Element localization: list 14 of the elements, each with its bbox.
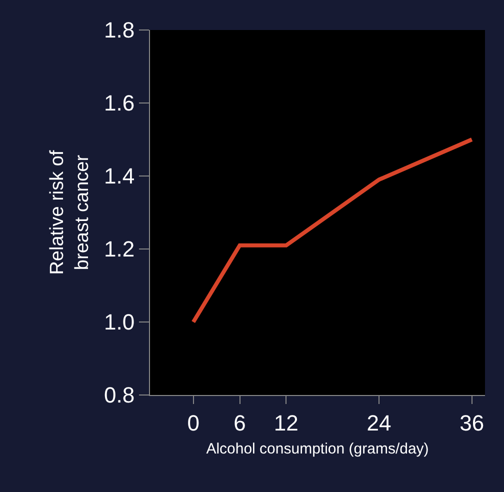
x-tick-label: 24 (366, 410, 392, 436)
x-axis-title: Alcohol consumption (grams/day) (206, 440, 429, 458)
y-axis-title: Relative risk of breast cancer (47, 149, 93, 275)
y-tick-label: 1.4 (104, 164, 135, 189)
line-series (191, 138, 474, 324)
x-tick-label: 36 (460, 410, 484, 436)
y-tick-label: 0.8 (104, 382, 135, 408)
x-tick-label: 0 (187, 410, 200, 436)
y-tick-label: 1.8 (104, 18, 135, 43)
x-tick-label: 12 (274, 410, 298, 436)
y-tick-label: 1.0 (104, 310, 135, 335)
x-tick-label: 6 (234, 410, 246, 436)
y-tick-label: 1.6 (104, 90, 135, 116)
y-tick-label: 1.2 (104, 236, 135, 262)
